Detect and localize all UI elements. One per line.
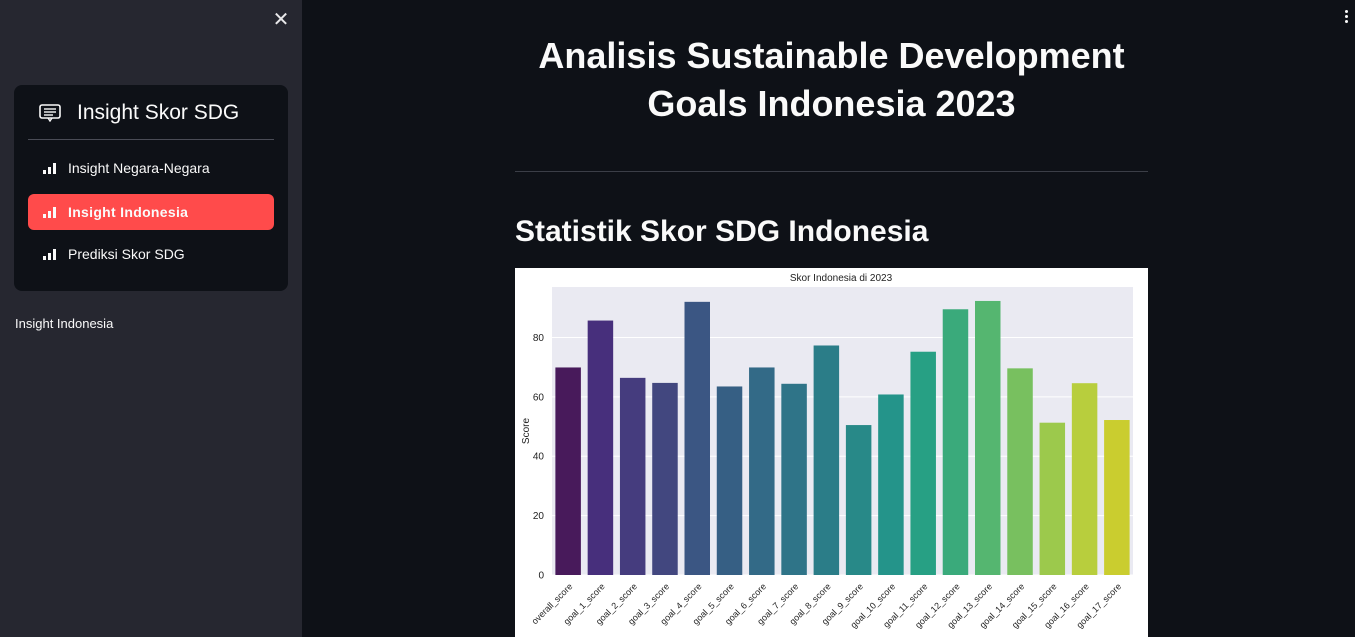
y-tick-label: 60 — [533, 392, 545, 403]
bar-chart-icon — [43, 207, 56, 218]
bar — [716, 386, 743, 575]
bar — [910, 351, 936, 575]
bar — [975, 300, 1001, 575]
bar — [587, 320, 614, 575]
bar-chart: Skor Indonesia di 2023 Score 020406080ov… — [521, 273, 1133, 630]
menu-item-label: Insight Negara-Negara — [68, 160, 210, 176]
plot-area — [552, 287, 1133, 575]
bar — [652, 382, 678, 575]
divider — [515, 171, 1148, 172]
chart-container: Skor Indonesia di 2023 Score 0 20 40 60 80 ov… — [515, 268, 1148, 637]
navigation-menu: Insight Skor SDG Insight Negara-Negara I… — [14, 85, 288, 291]
bar — [878, 394, 904, 575]
y-tick-label: 0 — [538, 571, 544, 582]
y-tick-label: 40 — [533, 452, 545, 463]
section-title: Statistik Skor SDG Indonesia — [515, 215, 929, 248]
chart-title: Skor Indonesia di 2023 — [790, 273, 893, 284]
bar — [555, 367, 581, 575]
menu-item-prediksi-skor[interactable]: Prediksi Skor SDG — [28, 236, 274, 272]
close-icon: ✕ — [272, 7, 290, 31]
more-vertical-icon — [1339, 10, 1353, 23]
close-sidebar-button[interactable]: ✕ — [272, 7, 290, 31]
y-tick-label: 20 — [533, 511, 545, 522]
bar — [813, 345, 840, 575]
menu-title: Insight Skor SDG — [77, 101, 240, 124]
bar — [619, 377, 646, 575]
bar-chart-icon — [43, 163, 56, 174]
bar — [1007, 368, 1033, 575]
bar — [1104, 420, 1130, 575]
bar — [781, 383, 807, 575]
bar — [942, 309, 969, 575]
menu-item-insight-negara[interactable]: Insight Negara-Negara — [28, 150, 274, 186]
y-tick-label: 80 — [533, 333, 545, 344]
bar — [845, 425, 872, 575]
page-title: Analisis Sustainable Development Goals I… — [538, 35, 1125, 124]
menu-header: Insight Skor SDG — [28, 85, 274, 140]
bar — [684, 301, 710, 575]
menu-item-label: Prediksi Skor SDG — [68, 246, 185, 262]
menu-item-insight-indonesia[interactable]: Insight Indonesia — [28, 194, 274, 230]
bar — [1039, 422, 1066, 575]
main-menu-button[interactable] — [1339, 8, 1353, 28]
bar-chart-icon — [43, 249, 56, 260]
bar — [1071, 383, 1098, 575]
y-axis-label: Score — [521, 418, 532, 445]
menu-card-icon — [39, 104, 61, 122]
sidebar: ✕ Insight Skor SDG Insight — [0, 0, 302, 637]
menu-item-label: Insight Indonesia — [68, 204, 189, 220]
sidebar-caption: Insight Indonesia — [15, 316, 114, 331]
bar — [749, 367, 775, 575]
